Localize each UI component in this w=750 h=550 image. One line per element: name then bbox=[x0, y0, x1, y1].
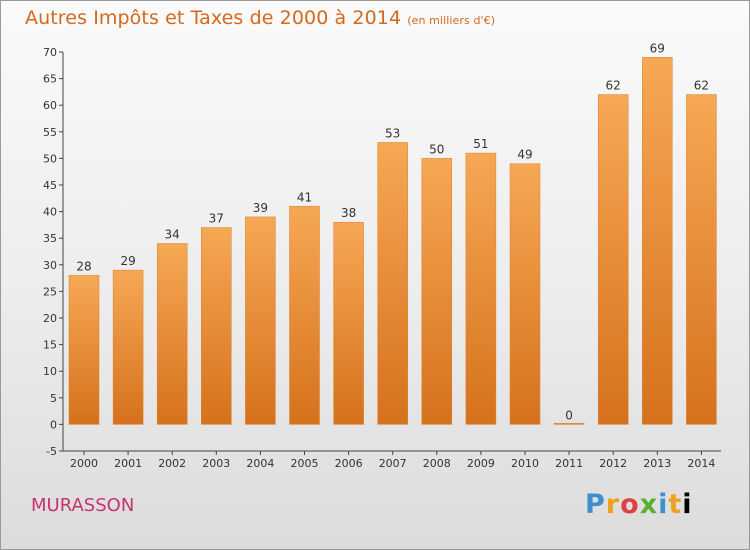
y-tick-label: 15 bbox=[43, 339, 57, 352]
bar-value-label: 51 bbox=[473, 137, 488, 151]
bar-value-label: 62 bbox=[694, 79, 709, 93]
x-tick-label: 2008 bbox=[423, 457, 451, 470]
bar bbox=[553, 422, 585, 425]
y-tick-label: 50 bbox=[43, 152, 57, 165]
chart-unit: (en milliers d'€) bbox=[407, 14, 496, 27]
x-tick-label: 2002 bbox=[158, 457, 186, 470]
y-tick-label: -5 bbox=[46, 445, 57, 458]
logo-letter: i bbox=[658, 489, 669, 520]
y-tick-label: 25 bbox=[43, 285, 57, 298]
x-tick-label: 2003 bbox=[202, 457, 230, 470]
x-tick-label: 2001 bbox=[114, 457, 142, 470]
bar-value-label: 69 bbox=[650, 41, 665, 55]
bar-value-label: 34 bbox=[165, 228, 180, 242]
bar bbox=[421, 158, 453, 425]
x-tick-label: 2007 bbox=[379, 457, 407, 470]
bar bbox=[68, 275, 100, 425]
bar bbox=[642, 57, 673, 425]
bar bbox=[686, 94, 717, 425]
logo-letter: t bbox=[668, 489, 683, 520]
y-tick-label: 65 bbox=[43, 73, 57, 86]
bar-value-label: 49 bbox=[517, 148, 532, 162]
logo-letter: r bbox=[605, 489, 621, 520]
logo-letter: o bbox=[620, 489, 640, 520]
chart-title-text: Autres Impôts et Taxes de 2000 à 2014 bbox=[25, 7, 402, 29]
bar bbox=[377, 142, 408, 425]
y-tick-label: 0 bbox=[50, 418, 57, 431]
chart-title: Autres Impôts et Taxes de 2000 à 2014 (en… bbox=[25, 7, 495, 29]
x-tick-label: 2005 bbox=[291, 457, 319, 470]
bar-value-label: 37 bbox=[209, 212, 224, 226]
logo-letter: x bbox=[639, 489, 659, 520]
y-tick-label: 55 bbox=[43, 126, 57, 139]
logo-letter: P bbox=[585, 489, 606, 520]
y-tick-label: 10 bbox=[43, 365, 57, 378]
proxiti-logo: Proxiti bbox=[585, 489, 693, 520]
y-tick-label: 70 bbox=[43, 46, 57, 59]
bar bbox=[509, 163, 541, 425]
bar bbox=[597, 94, 629, 425]
x-tick-label: 2012 bbox=[599, 457, 627, 470]
bar-value-label: 29 bbox=[120, 254, 135, 268]
bar-value-label: 38 bbox=[341, 206, 356, 220]
bar-value-label: 0 bbox=[565, 408, 573, 422]
x-tick-label: 2006 bbox=[335, 457, 363, 470]
x-tick-label: 2011 bbox=[555, 457, 583, 470]
bar bbox=[156, 243, 188, 425]
bar-value-label: 50 bbox=[429, 142, 444, 156]
x-tick-label: 2014 bbox=[687, 457, 715, 470]
y-tick-label: 45 bbox=[43, 179, 57, 192]
commune-name: MURASSON bbox=[31, 495, 135, 516]
bar-value-label: 53 bbox=[385, 126, 400, 140]
bar bbox=[112, 269, 144, 425]
y-tick-label: 20 bbox=[43, 312, 57, 325]
y-tick-label: 30 bbox=[43, 259, 57, 272]
bar bbox=[245, 216, 276, 425]
x-tick-label: 2009 bbox=[467, 457, 495, 470]
y-tick-label: 35 bbox=[43, 232, 57, 245]
x-tick-label: 2013 bbox=[643, 457, 671, 470]
x-tick-label: 2004 bbox=[246, 457, 274, 470]
bar bbox=[289, 206, 320, 425]
bar-value-label: 41 bbox=[297, 190, 312, 204]
y-tick-label: 5 bbox=[50, 392, 57, 405]
bar bbox=[333, 221, 364, 425]
bar-value-label: 62 bbox=[606, 79, 621, 93]
bar-value-label: 28 bbox=[76, 259, 91, 273]
y-tick-label: 40 bbox=[43, 206, 57, 219]
bar bbox=[201, 227, 232, 425]
x-tick-label: 2000 bbox=[70, 457, 98, 470]
bar bbox=[465, 152, 497, 425]
y-tick-label: 60 bbox=[43, 99, 57, 112]
bar-value-label: 39 bbox=[253, 201, 268, 215]
x-tick-label: 2010 bbox=[511, 457, 539, 470]
logo-letter: i bbox=[682, 489, 693, 520]
